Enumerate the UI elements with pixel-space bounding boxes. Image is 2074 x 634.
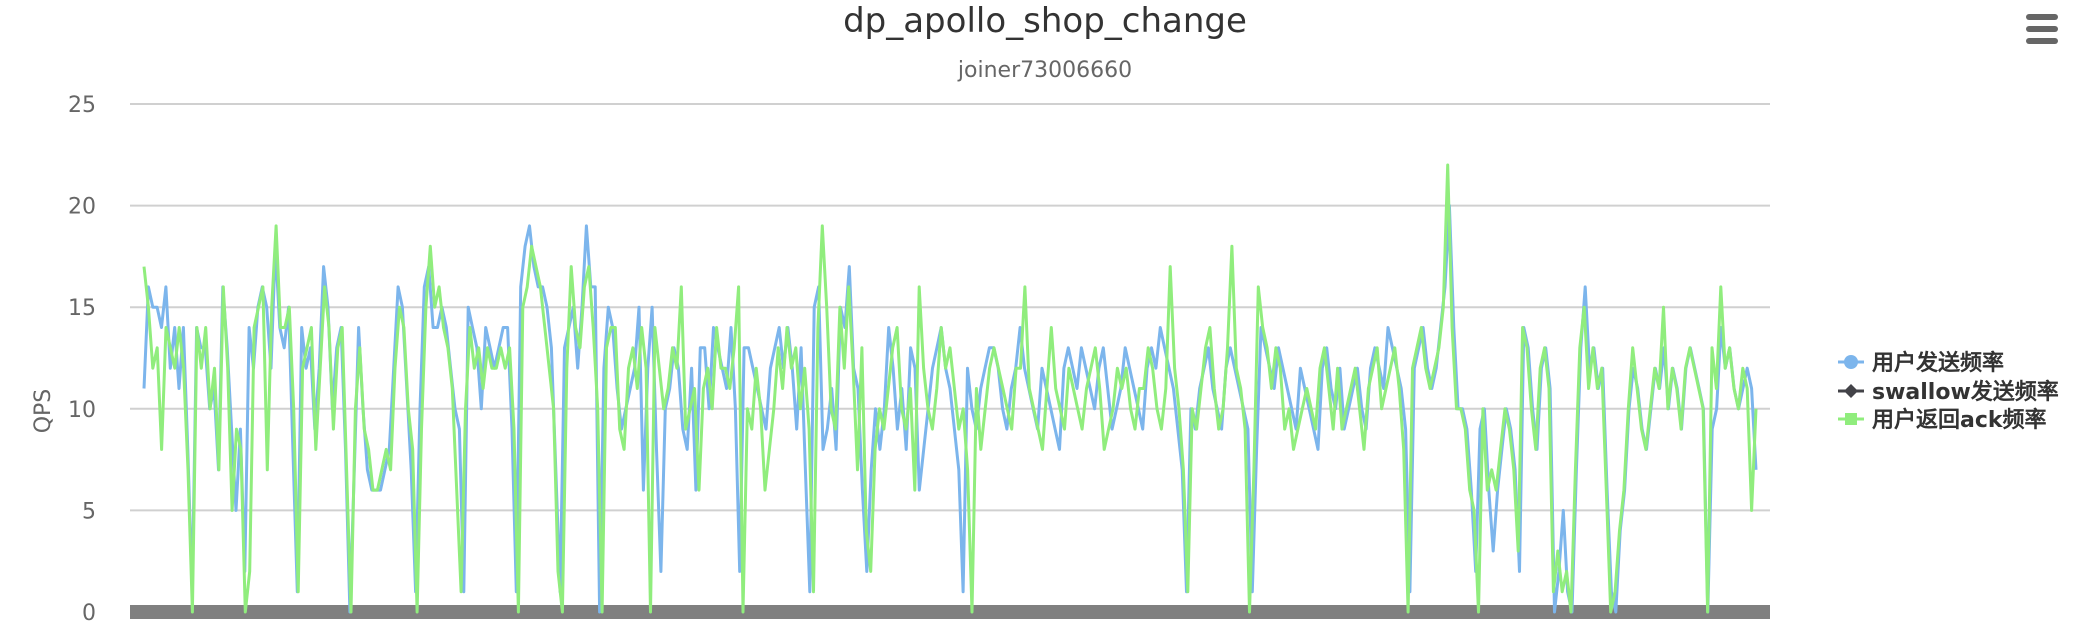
circle-marker-icon <box>1844 355 1858 369</box>
chart-subtitle: joiner73006660 <box>957 58 1132 83</box>
square-marker-icon <box>1845 413 1857 425</box>
legend-label-series-3: 用户返回ack频率 <box>1872 407 2047 433</box>
y-tick-label: 15 <box>68 296 96 321</box>
y-tick-label: 0 <box>82 601 96 626</box>
hamburger-icon-bar-1 <box>2026 14 2058 20</box>
diamond-marker-icon <box>1844 384 1858 398</box>
legend-item-series-3[interactable]: 用户返回ack频率 <box>1838 407 2047 433</box>
legend-label-series-2: swallow发送频率 <box>1872 379 2059 405</box>
y-axis-ticks: 0 5 10 15 20 25 <box>68 93 96 626</box>
chart-menu-button[interactable] <box>2020 8 2064 48</box>
hamburger-icon-bar-3 <box>2026 38 2058 44</box>
series-lines <box>130 163 1770 619</box>
y-tick-label: 20 <box>68 195 96 220</box>
y-tick-label: 25 <box>68 93 96 118</box>
legend-label-series-1: 用户发送频率 <box>1872 350 2004 376</box>
legend-item-series-2[interactable]: swallow发送频率 <box>1838 379 2059 405</box>
y-axis-label: QPS <box>31 389 56 434</box>
hamburger-icon-bar-2 <box>2026 26 2058 32</box>
y-tick-label: 5 <box>82 499 96 524</box>
y-tick-label: 10 <box>68 398 96 423</box>
legend: 用户发送频率 swallow发送频率 用户返回ack频率 <box>1838 350 2059 433</box>
legend-item-series-1[interactable]: 用户发送频率 <box>1838 350 2004 376</box>
series-line-3 <box>142 163 1758 614</box>
chart-title: dp_apollo_shop_change <box>843 1 1247 41</box>
